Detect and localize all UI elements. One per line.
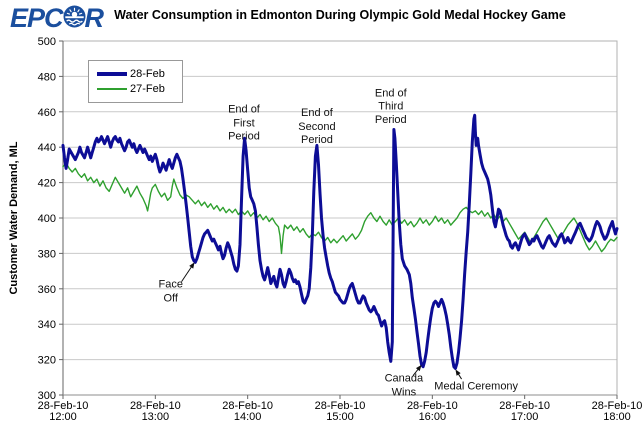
y-tick-label: 340 xyxy=(38,319,56,331)
annotation-end-first-period: First xyxy=(233,117,254,129)
annotation-canada-wins: Wins xyxy=(392,386,417,398)
logo-text-right: R xyxy=(84,2,104,33)
y-tick-label: 400 xyxy=(38,213,56,225)
y-tick-label: 320 xyxy=(38,355,56,367)
annotation-arrow-medal-ceremony xyxy=(457,373,462,380)
y-tick-label: 360 xyxy=(38,284,56,296)
annotation-arrowhead-face-off xyxy=(189,262,195,269)
annotation-canada-wins: Canada xyxy=(385,372,424,384)
x-tick-label-time: 18:00 xyxy=(603,411,631,423)
y-tick-label: 300 xyxy=(38,390,56,402)
annotation-medal-ceremony: Medal Ceremony xyxy=(434,380,518,392)
annotation-end-second-period: Period xyxy=(301,134,333,146)
legend-swatch-28-feb xyxy=(97,72,127,76)
annotation-end-third-period: Period xyxy=(375,114,407,126)
x-tick-label-time: 16:00 xyxy=(419,411,447,423)
x-tick-label-time: 15:00 xyxy=(326,411,354,423)
y-tick-label: 480 xyxy=(38,71,56,83)
annotation-end-first-period: End of xyxy=(228,103,261,115)
y-tick-label: 500 xyxy=(38,36,56,48)
legend-item-28-feb: 28-Feb xyxy=(97,67,182,81)
chart-legend: 28-Feb 27-Feb xyxy=(88,60,183,103)
x-tick-label-date: 28-Feb-10 xyxy=(38,400,89,412)
annotation-end-second-period: Second xyxy=(298,121,335,133)
x-tick-label-time: 14:00 xyxy=(234,411,262,423)
annotation-end-third-period: End of xyxy=(375,87,408,99)
chart-title: Water Consumption in Edmonton During Oly… xyxy=(114,8,566,22)
epcor-logo: EPC R xyxy=(10,2,104,33)
x-tick-label-date: 28-Feb-10 xyxy=(130,400,181,412)
legend-label-27-feb: 27-Feb xyxy=(130,83,165,95)
annotation-arrow-canada-wins xyxy=(412,368,419,376)
x-tick-label-time: 12:00 xyxy=(49,411,77,423)
annotation-end-first-period: Period xyxy=(228,131,260,143)
logo-text-left: EPC xyxy=(10,2,64,33)
legend-swatch-27-feb xyxy=(97,88,127,90)
annotation-end-third-period: Third xyxy=(378,101,403,113)
x-tick-label-date: 28-Feb-10 xyxy=(592,400,643,412)
annotation-face-off: Off xyxy=(163,293,178,305)
x-tick-label-date: 28-Feb-10 xyxy=(499,400,550,412)
x-tick-label-date: 28-Feb-10 xyxy=(315,400,366,412)
x-tick-label-time: 13:00 xyxy=(142,411,170,423)
y-tick-label: 440 xyxy=(38,142,56,154)
y-tick-label: 460 xyxy=(38,107,56,119)
series-line-28-feb xyxy=(61,113,619,370)
x-tick-label-date: 28-Feb-10 xyxy=(222,400,273,412)
annotation-end-second-period: End of xyxy=(301,107,334,119)
logo-globe-icon xyxy=(63,3,86,33)
legend-item-27-feb: 27-Feb xyxy=(97,82,182,96)
annotation-arrowhead-medal-ceremony xyxy=(455,369,461,376)
y-tick-label: 380 xyxy=(38,248,56,260)
legend-label-28-feb: 28-Feb xyxy=(130,68,165,80)
y-tick-label: 420 xyxy=(38,178,56,190)
annotation-arrow-face-off xyxy=(181,266,193,282)
x-tick-label-date: 28-Feb-10 xyxy=(407,400,458,412)
annotation-face-off: Face xyxy=(158,278,182,290)
x-tick-label-time: 17:00 xyxy=(511,411,539,423)
annotation-arrowhead-canada-wins xyxy=(415,364,422,372)
